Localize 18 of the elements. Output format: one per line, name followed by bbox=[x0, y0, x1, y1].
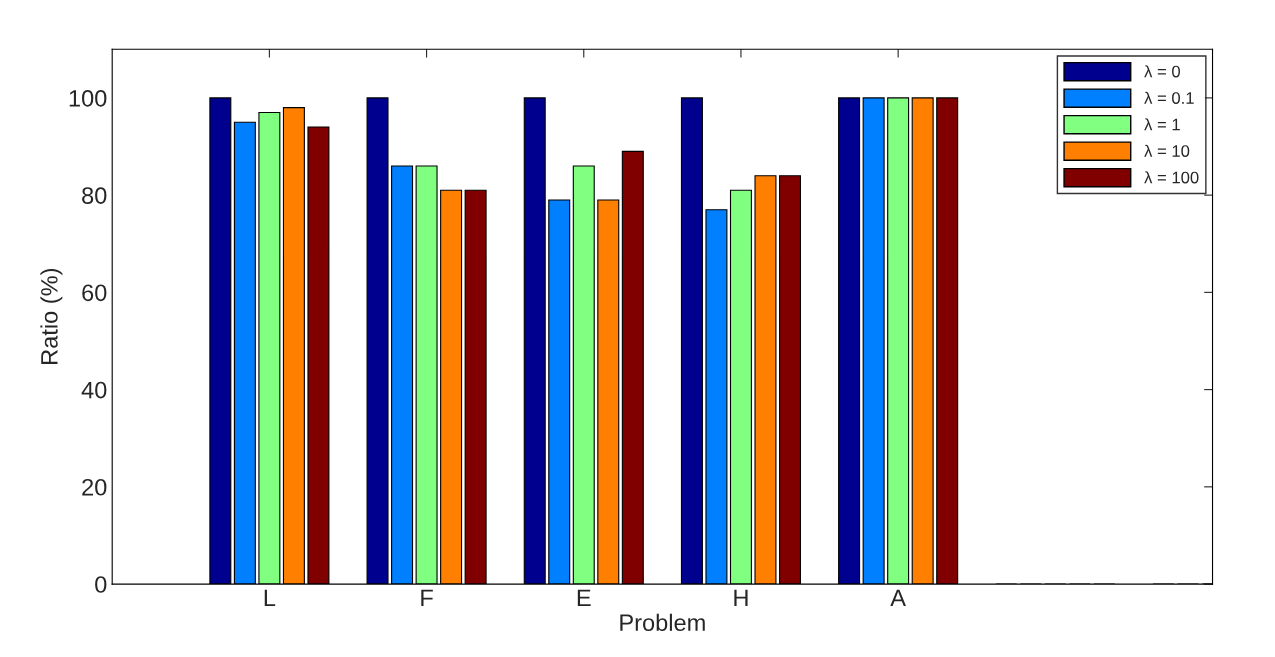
y-tick-label: 0 bbox=[95, 576, 107, 593]
x-tick-label: F bbox=[421, 589, 433, 607]
y-tick-label: 60 bbox=[82, 284, 107, 302]
x-tick-label: E bbox=[577, 589, 591, 607]
x-tick-label: H bbox=[734, 589, 748, 607]
legend-label: λ = 100 bbox=[1144, 171, 1199, 184]
y-tick-label: 40 bbox=[81, 381, 107, 399]
y-axis-title: Ratio (%) bbox=[40, 268, 63, 364]
y-tick-label: 20 bbox=[82, 478, 107, 496]
x-axis-title: Problem bbox=[620, 613, 705, 632]
legend-label: λ = 0.1 bbox=[1144, 91, 1194, 104]
x-tick-label: L bbox=[264, 589, 276, 607]
y-tick-label: 100 bbox=[69, 89, 107, 107]
legend-label: λ = 0 bbox=[1144, 65, 1180, 78]
legend-label: λ = 1 bbox=[1144, 118, 1180, 131]
x-tick-label: A bbox=[890, 589, 906, 607]
legend-label: λ = 10 bbox=[1144, 144, 1190, 157]
y-tick-label: 80 bbox=[82, 187, 107, 204]
